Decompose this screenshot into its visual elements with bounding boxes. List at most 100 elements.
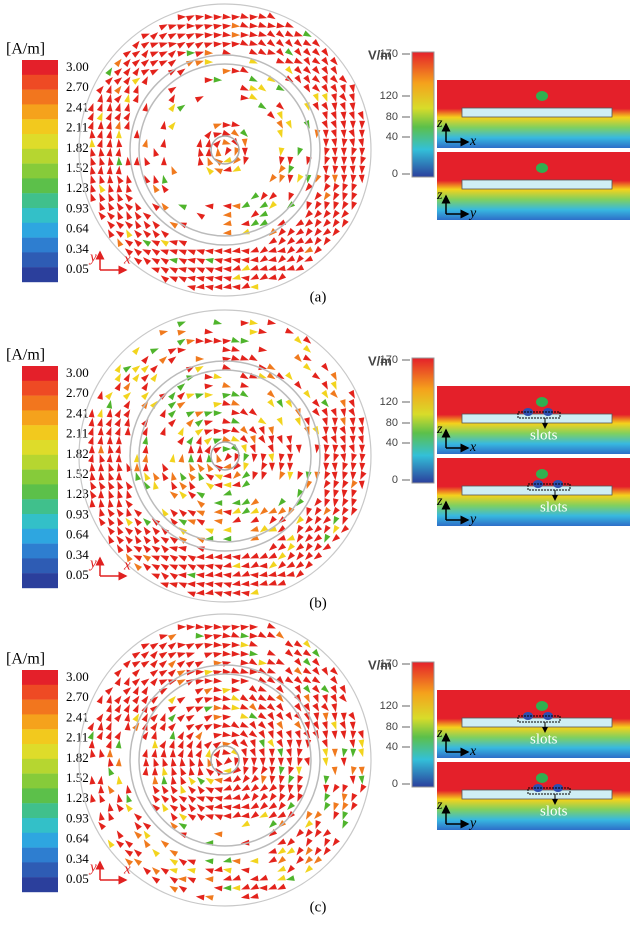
field-arrow	[222, 13, 232, 20]
field-arrow	[249, 857, 259, 864]
field-arrow	[170, 757, 177, 767]
field-arrow	[294, 702, 302, 712]
field-arrow	[203, 714, 213, 722]
field-arrow	[204, 678, 214, 684]
field-arrow	[195, 276, 205, 282]
field-arrow	[117, 481, 124, 490]
field-arrow	[340, 120, 347, 130]
field-arrow	[279, 174, 286, 183]
field-arrow	[99, 184, 106, 194]
field-arrow	[241, 748, 247, 757]
field-arrow	[105, 391, 113, 401]
field-arrow	[277, 838, 287, 845]
field-arrow	[277, 748, 284, 758]
field-arrow	[97, 435, 104, 445]
field-arrow	[188, 453, 194, 463]
field-arrow	[177, 51, 187, 57]
field-arrow	[340, 730, 347, 740]
field-arrow	[87, 121, 94, 130]
field-arrow	[250, 526, 259, 532]
colorbar-tick-label: 1.82	[66, 140, 89, 155]
field-arrow	[295, 264, 305, 271]
field-arrow	[188, 766, 195, 776]
field-arrow	[249, 75, 258, 82]
field-arrow	[277, 525, 287, 533]
colorbar-band	[22, 729, 58, 745]
field-arrow	[312, 702, 320, 712]
field-arrow	[232, 507, 241, 514]
field-arrow	[278, 255, 287, 263]
field-arrow	[222, 446, 232, 452]
field-arrow	[232, 811, 242, 818]
field-arrow	[231, 580, 241, 587]
field-arrow	[304, 721, 310, 731]
field-arrow	[241, 820, 251, 827]
field-arrow	[99, 193, 106, 202]
field-arrow	[267, 265, 277, 271]
field-arrow	[358, 739, 365, 749]
field-arrow	[285, 57, 294, 64]
field-arrow	[108, 472, 115, 481]
field-arrow	[194, 723, 204, 731]
field-arrow	[158, 669, 168, 677]
field-arrow	[115, 757, 122, 767]
field-tick-label: 0	[392, 778, 398, 790]
field-arrow	[161, 508, 169, 518]
field-arrow	[167, 59, 177, 67]
field-arrow	[321, 83, 329, 93]
field-arrow	[198, 147, 204, 157]
field-arrow	[294, 65, 302, 74]
field-arrow	[195, 643, 204, 650]
field-arrow	[294, 74, 302, 84]
field-arrow	[158, 660, 168, 668]
field-arrow	[297, 775, 304, 784]
colorbar-band	[22, 484, 58, 500]
field-arrow	[233, 461, 241, 471]
field-arrow	[161, 572, 170, 580]
field-arrow	[106, 399, 113, 409]
field-arrow	[142, 766, 149, 776]
field-arrow	[305, 182, 313, 192]
field-arrow	[222, 714, 232, 721]
field-arrow	[90, 748, 96, 758]
field-arrow	[88, 408, 95, 418]
field-arrow	[302, 676, 312, 684]
field-arrow	[105, 722, 112, 731]
field-arrow	[351, 201, 358, 210]
field-arrow	[123, 695, 131, 705]
field-arrow	[222, 400, 231, 406]
field-arrow	[241, 147, 248, 157]
field-arrow	[249, 31, 259, 38]
colorbar-tick-label: 0.93	[66, 810, 89, 825]
field-arrow	[287, 174, 294, 184]
field-arrow	[96, 731, 103, 741]
field-arrow	[188, 786, 196, 794]
field-arrow	[177, 347, 187, 354]
field-arrow	[306, 507, 312, 516]
field-arrow	[260, 453, 267, 463]
field-arrow	[196, 258, 205, 265]
ring-outer	[129, 54, 321, 246]
field-arrow	[143, 526, 151, 536]
field-arrow	[204, 42, 213, 49]
field-arrow	[180, 767, 187, 776]
field-arrow	[349, 84, 355, 94]
field-arrow	[276, 711, 284, 721]
field-arrow	[125, 553, 133, 563]
field-arrow	[340, 147, 347, 157]
field-arrow	[185, 643, 195, 650]
field-arrow	[340, 525, 350, 533]
field-arrow	[240, 382, 250, 388]
colorbar-band	[22, 178, 58, 194]
field-arrow	[206, 463, 214, 473]
colorbar-band	[22, 558, 58, 574]
colorbar-band	[22, 684, 58, 700]
field-arrow	[108, 490, 115, 499]
field-arrow	[323, 236, 331, 246]
field-arrow	[179, 472, 187, 482]
field-arrow	[331, 156, 338, 166]
field-arrow	[278, 164, 286, 174]
colorbar-band	[22, 163, 58, 179]
field-arrow	[204, 284, 214, 291]
colorbar-tick-label: 0.34	[66, 547, 89, 562]
